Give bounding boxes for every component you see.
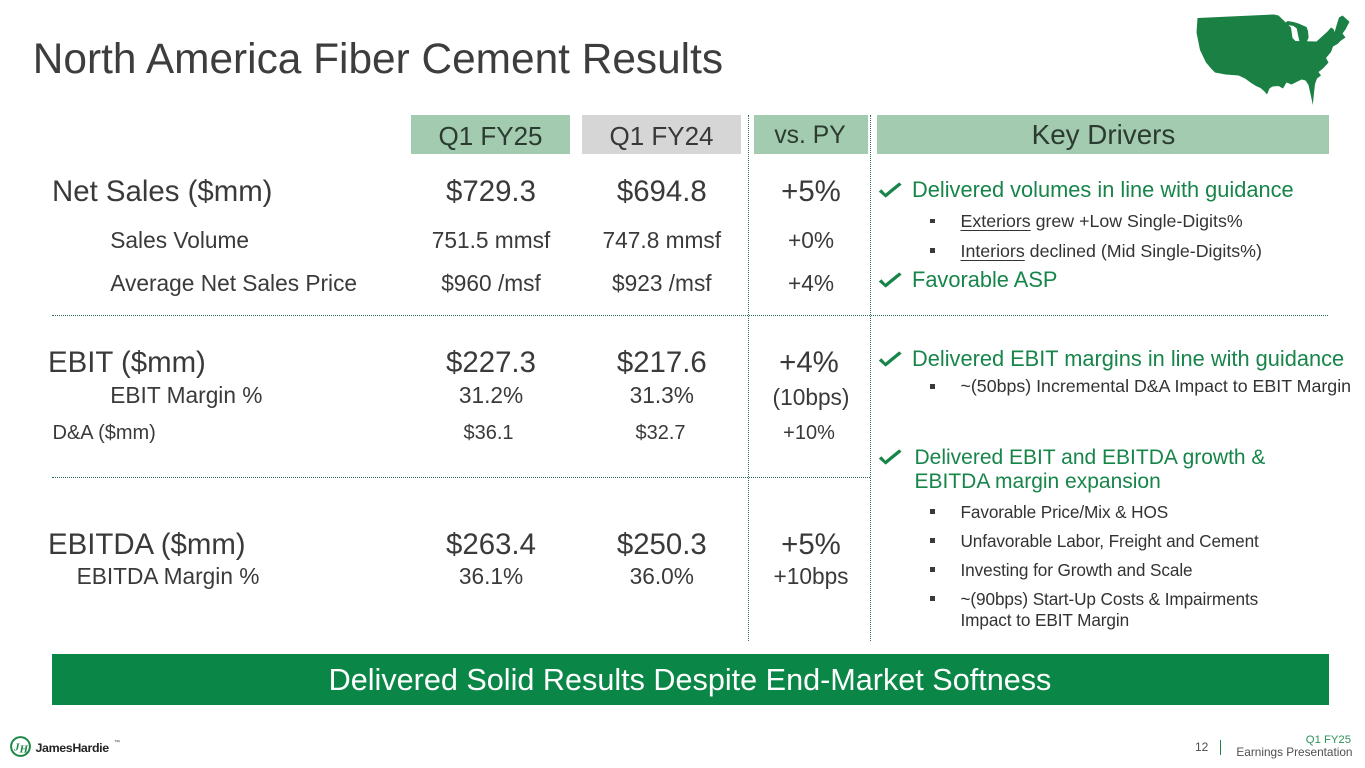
svg-text:H: H — [19, 744, 29, 756]
svg-text:J: J — [13, 742, 20, 754]
